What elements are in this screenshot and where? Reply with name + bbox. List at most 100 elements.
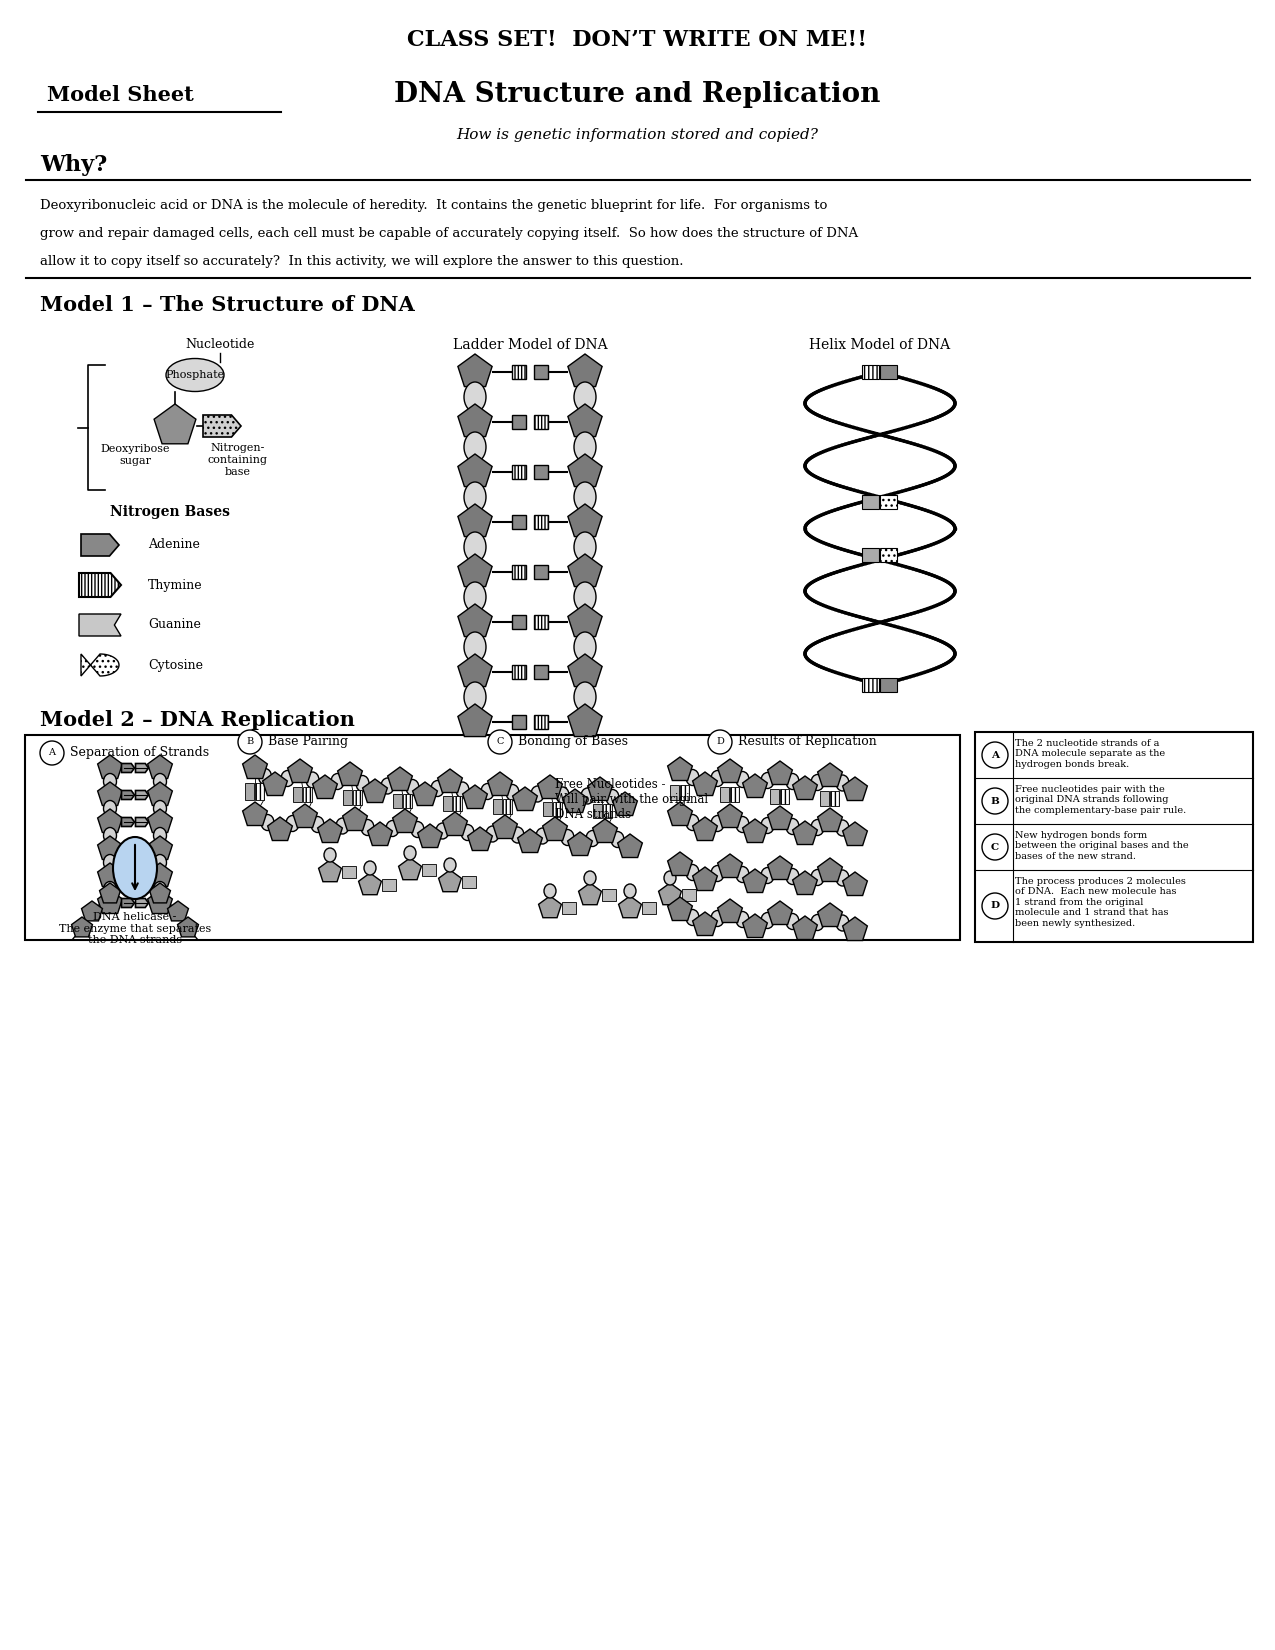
Ellipse shape — [611, 832, 623, 848]
Polygon shape — [793, 916, 817, 939]
Bar — [534, 665, 548, 680]
Bar — [382, 879, 397, 891]
Circle shape — [238, 729, 261, 754]
Polygon shape — [843, 917, 867, 940]
Bar — [442, 795, 451, 812]
Ellipse shape — [574, 632, 595, 662]
Bar — [403, 794, 412, 808]
Polygon shape — [538, 776, 562, 799]
Bar — [492, 799, 501, 813]
Polygon shape — [612, 792, 638, 815]
Circle shape — [982, 893, 1009, 919]
Polygon shape — [817, 858, 843, 881]
Polygon shape — [618, 896, 641, 917]
Polygon shape — [567, 454, 602, 487]
Ellipse shape — [584, 871, 595, 884]
Polygon shape — [148, 837, 172, 860]
Ellipse shape — [464, 582, 486, 612]
Text: Results of Replication: Results of Replication — [738, 736, 877, 749]
Polygon shape — [718, 759, 742, 782]
Bar — [534, 615, 548, 629]
Text: Nitrogen-
containing
base: Nitrogen- containing base — [208, 444, 268, 477]
Ellipse shape — [153, 800, 167, 817]
Text: Helix Model of DNA: Helix Model of DNA — [810, 338, 951, 351]
Ellipse shape — [464, 432, 486, 462]
Ellipse shape — [785, 818, 799, 835]
Polygon shape — [458, 503, 492, 536]
Ellipse shape — [511, 827, 524, 843]
Ellipse shape — [686, 769, 699, 785]
Polygon shape — [121, 817, 134, 827]
Polygon shape — [742, 914, 768, 937]
Ellipse shape — [464, 482, 486, 512]
Ellipse shape — [574, 482, 595, 512]
Polygon shape — [399, 858, 422, 879]
Polygon shape — [692, 817, 718, 840]
Ellipse shape — [761, 868, 774, 883]
Ellipse shape — [431, 780, 444, 797]
Bar — [513, 564, 527, 579]
Polygon shape — [567, 604, 602, 637]
Polygon shape — [135, 764, 148, 772]
Polygon shape — [82, 653, 119, 676]
Ellipse shape — [166, 358, 224, 391]
Ellipse shape — [506, 784, 519, 800]
Polygon shape — [338, 762, 362, 785]
Ellipse shape — [711, 911, 724, 927]
Polygon shape — [98, 808, 122, 833]
Ellipse shape — [711, 815, 724, 832]
Circle shape — [40, 741, 64, 766]
Polygon shape — [718, 855, 742, 878]
Text: Nucleotide: Nucleotide — [185, 338, 255, 351]
Bar — [513, 615, 527, 629]
Polygon shape — [317, 818, 343, 843]
Bar — [552, 802, 561, 817]
Bar — [830, 790, 839, 807]
Text: DNA helicase -
The enzyme that separates
the DNA strands: DNA helicase - The enzyme that separates… — [59, 912, 212, 945]
Polygon shape — [79, 573, 121, 597]
Bar — [255, 784, 264, 800]
Polygon shape — [543, 817, 567, 840]
Polygon shape — [567, 653, 602, 686]
Polygon shape — [148, 808, 172, 833]
Ellipse shape — [574, 681, 595, 713]
Text: Deoxyribonucleic acid or DNA is the molecule of heredity.  It contains the genet: Deoxyribonucleic acid or DNA is the mole… — [40, 198, 827, 211]
Polygon shape — [692, 912, 718, 936]
Ellipse shape — [836, 820, 849, 837]
Polygon shape — [692, 866, 718, 891]
Polygon shape — [121, 764, 134, 772]
Ellipse shape — [113, 837, 157, 899]
Ellipse shape — [153, 774, 167, 789]
Polygon shape — [135, 790, 148, 800]
Text: B: B — [246, 738, 254, 746]
Polygon shape — [567, 503, 602, 536]
Ellipse shape — [544, 884, 556, 898]
Polygon shape — [668, 757, 692, 780]
Ellipse shape — [103, 828, 116, 843]
Bar — [513, 714, 527, 729]
Ellipse shape — [761, 772, 774, 789]
Ellipse shape — [363, 861, 376, 875]
Bar — [513, 665, 527, 680]
Ellipse shape — [481, 784, 493, 800]
Polygon shape — [121, 845, 134, 853]
Polygon shape — [518, 828, 542, 853]
Bar — [862, 365, 878, 380]
Polygon shape — [668, 898, 692, 921]
Text: The 2 nucleotide strands of a
DNA molecule separate as the
hydrogen bonds break.: The 2 nucleotide strands of a DNA molecu… — [1015, 739, 1165, 769]
Ellipse shape — [411, 822, 425, 838]
Polygon shape — [617, 833, 643, 858]
Polygon shape — [487, 772, 513, 795]
Ellipse shape — [386, 820, 399, 837]
Polygon shape — [793, 822, 817, 845]
Polygon shape — [148, 756, 172, 779]
Text: D: D — [717, 738, 724, 746]
Text: Model 2 – DNA Replication: Model 2 – DNA Replication — [40, 710, 354, 729]
Bar — [669, 785, 680, 800]
Circle shape — [708, 729, 732, 754]
Polygon shape — [367, 822, 393, 845]
Ellipse shape — [586, 830, 599, 846]
Text: Free nucleotides pair with the
original DNA strands following
the complementary-: Free nucleotides pair with the original … — [1015, 785, 1186, 815]
Text: Adenine: Adenine — [148, 538, 200, 551]
Polygon shape — [148, 889, 172, 914]
